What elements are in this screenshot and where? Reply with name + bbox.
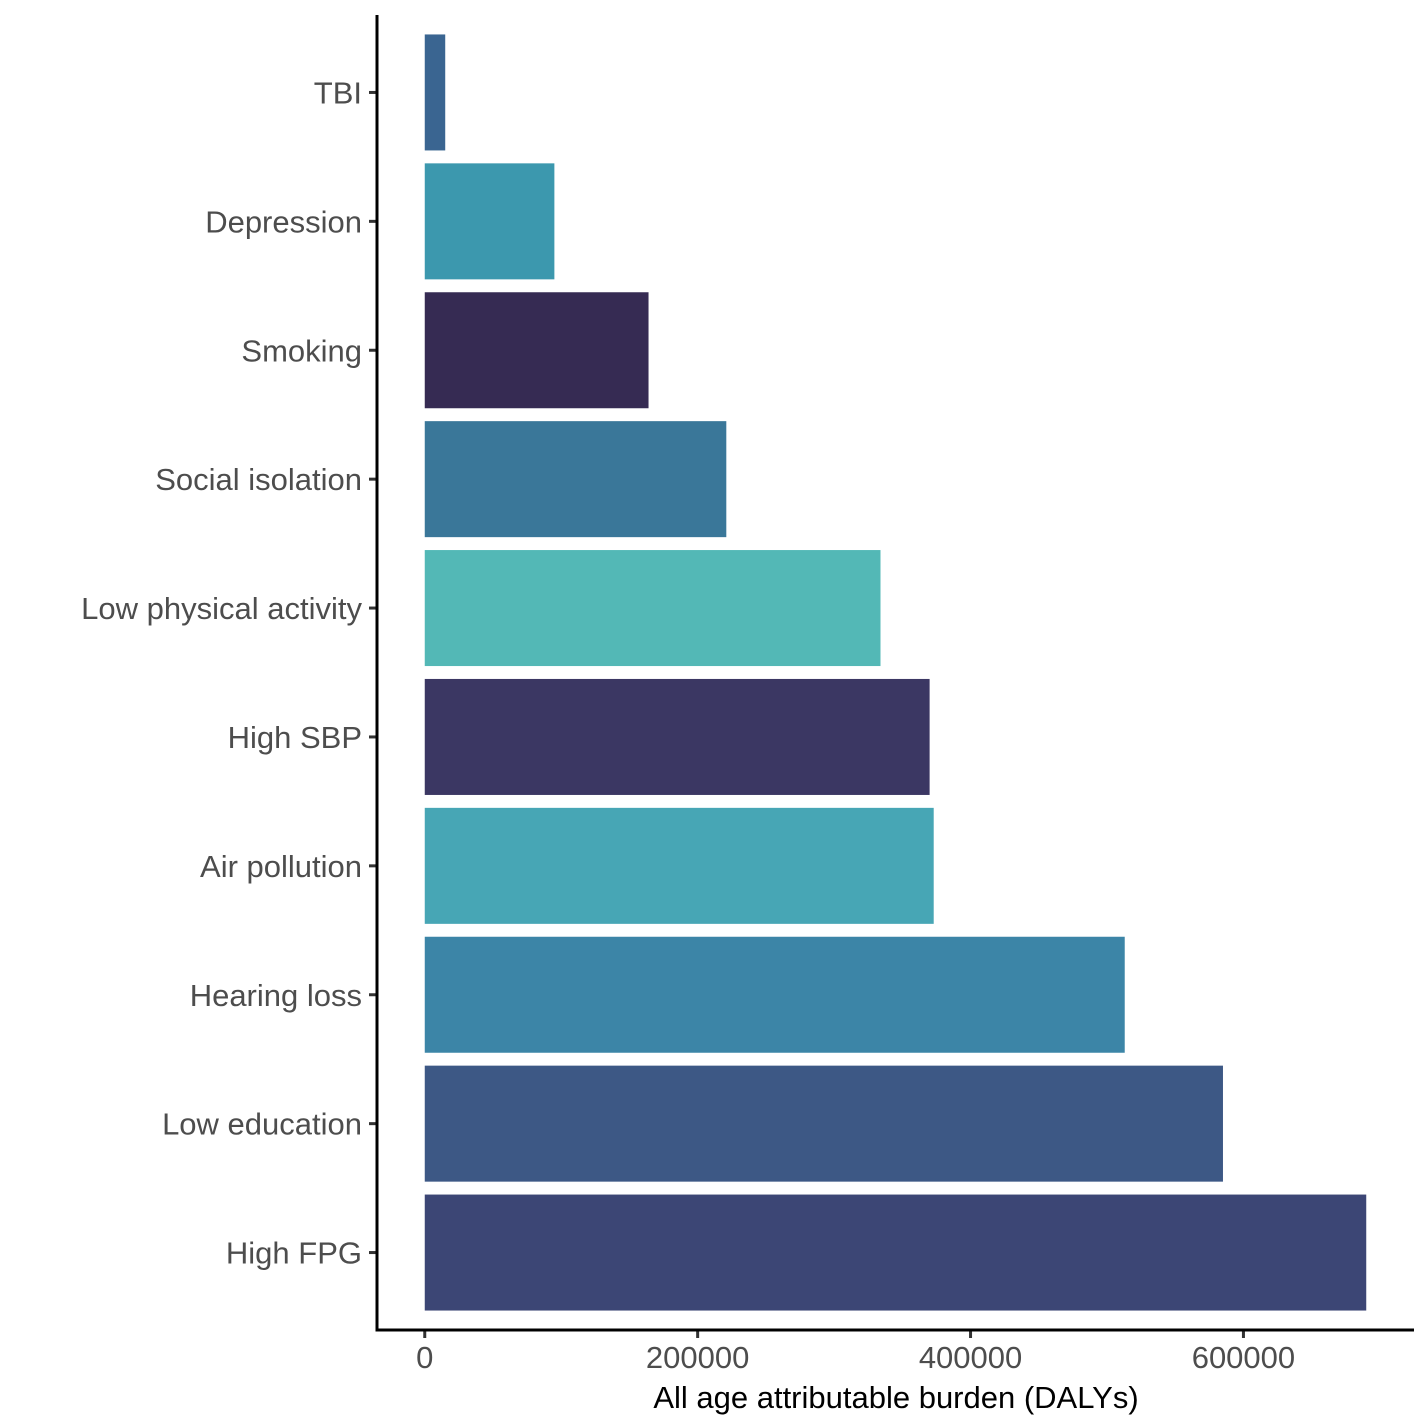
bar-low-education	[424, 1065, 1223, 1182]
y-tick-label-low-education: Low education	[162, 1107, 362, 1142]
x-tick-label-600000: 600000	[1192, 1340, 1295, 1375]
y-tick-label-hearing-loss: Hearing loss	[190, 978, 362, 1013]
y-tick-labels: TBI Depression Smoking Social isolation Low …	[81, 75, 377, 1271]
y-tick-label-high-fpg: High FPG	[226, 1236, 362, 1271]
x-tick-label-0: 0	[416, 1340, 433, 1375]
bar-hearing-loss	[424, 936, 1125, 1053]
bar-high-fpg	[424, 1194, 1367, 1311]
bar-high-sbp	[424, 678, 930, 795]
y-tick-label-high-sbp: High SBP	[228, 720, 362, 755]
y-tick-label-low-physical-activity: Low physical activity	[81, 591, 362, 626]
x-tick-label-200000: 200000	[646, 1340, 749, 1375]
x-tick-labels: 0 200000 400000 600000	[416, 1330, 1295, 1375]
x-axis-title: All age attributable burden (DALYs)	[653, 1380, 1138, 1415]
y-tick-label-social-isolation: Social isolation	[155, 462, 362, 497]
y-tick-label-air-pollution: Air pollution	[200, 849, 362, 884]
bar-depression	[424, 163, 555, 280]
bars-group	[424, 34, 1367, 1311]
y-tick-label-tbi: TBI	[314, 75, 362, 110]
bar-smoking	[424, 292, 649, 409]
bar-low-physical-activity	[424, 550, 881, 667]
y-tick-label-depression: Depression	[205, 204, 362, 239]
x-tick-label-400000: 400000	[919, 1340, 1022, 1375]
y-tick-label-smoking: Smoking	[241, 333, 362, 368]
bar-air-pollution	[424, 807, 934, 924]
bar-social-isolation	[424, 421, 727, 538]
bar-tbi	[424, 34, 446, 151]
